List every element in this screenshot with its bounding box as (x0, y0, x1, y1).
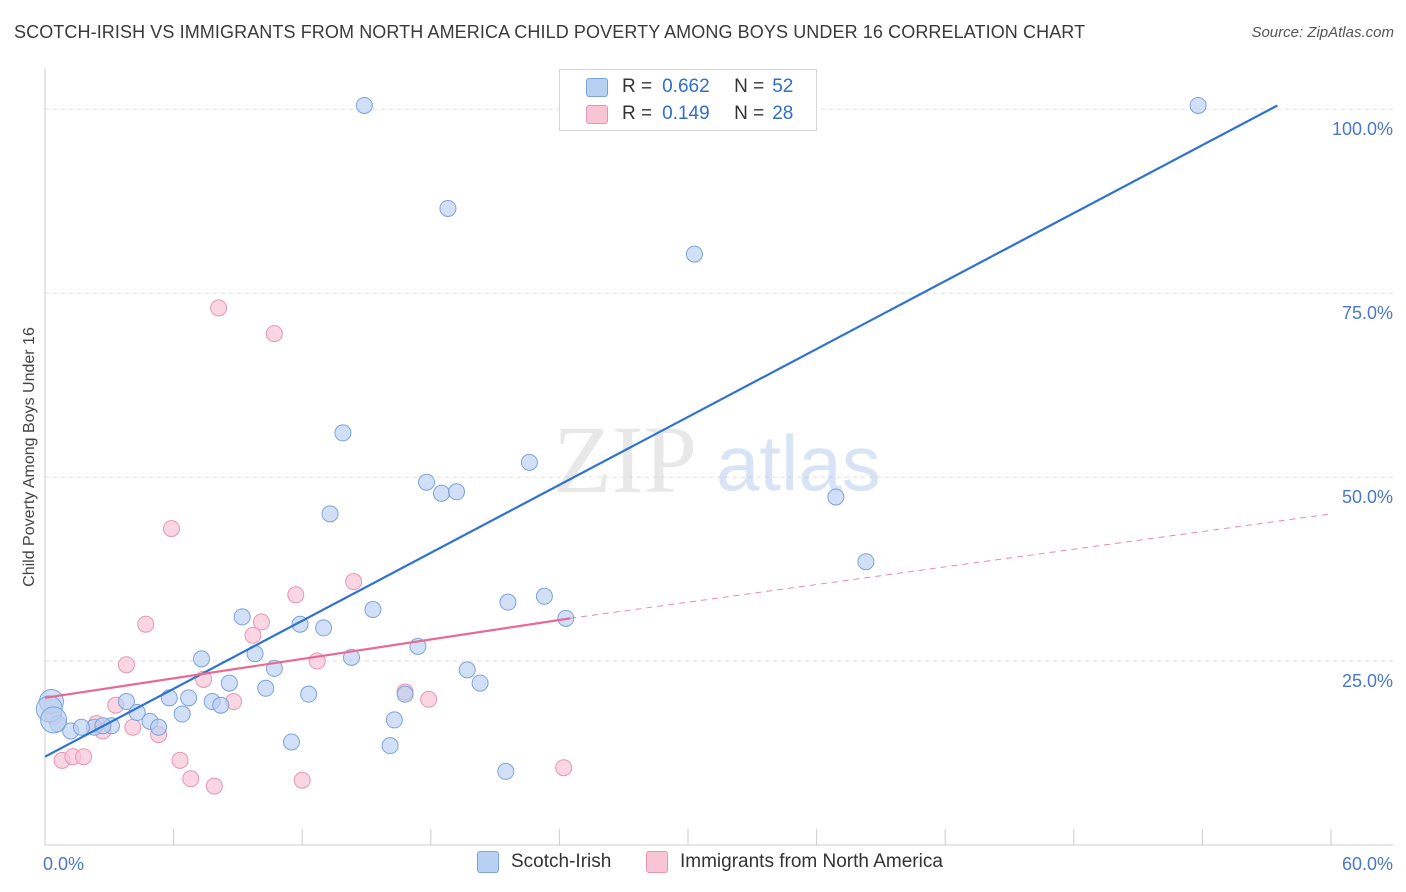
watermark: ZIP atlas (553, 406, 881, 513)
scotch-irish-point (857, 553, 875, 571)
immigrants-point (265, 325, 283, 343)
scotch-irish-point (685, 245, 703, 263)
watermark-zip: ZIP (553, 406, 697, 513)
scotch-irish-point (385, 711, 403, 729)
immigrants-point (117, 656, 135, 674)
legend-r-label: R = (622, 103, 653, 124)
legend-swatch-pink (646, 851, 668, 873)
immigrants-point (287, 586, 305, 604)
immigrants-point (162, 520, 180, 538)
y-tick-label: 100.0% (1332, 119, 1393, 139)
legend-swatch-blue (586, 77, 608, 97)
scotch-irish-point (433, 484, 451, 502)
scotch-irish-point (497, 762, 515, 780)
scotch-irish-point (520, 453, 538, 471)
scotch-irish-point (192, 650, 210, 668)
immigrants-point (293, 771, 311, 789)
y-tick-label: 25.0% (1342, 671, 1393, 691)
series-immigrants-points (45, 299, 573, 795)
scotch-irish-point (300, 685, 318, 703)
immigrants-point (182, 770, 200, 788)
legend-r-value: 0.149 (662, 103, 710, 124)
watermark-atlas: atlas (716, 419, 881, 507)
scotch-irish-trend-line (44, 104, 1278, 758)
scotch-irish-point (212, 696, 230, 714)
scotch-irish-point (220, 674, 238, 692)
legend-swatch-pink (586, 104, 608, 124)
immigrants-point (75, 748, 93, 766)
chart-title: SCOTCH-IRISH VS IMMIGRANTS FROM NORTH AM… (14, 22, 1086, 42)
immigrants-point (137, 615, 155, 633)
scotch-irish-point (499, 593, 517, 611)
scotch-irish-point (396, 685, 414, 703)
immigrants-point (244, 626, 262, 644)
y-tick-label: 50.0% (1342, 487, 1393, 507)
scotch-irish-point (315, 619, 333, 637)
legend-label: Immigrants from North America (680, 851, 943, 872)
immigrants-point (171, 751, 189, 769)
legend-n-value: 52 (772, 76, 794, 97)
immigrants-point (210, 299, 228, 317)
y-axis-label: Child Poverty Among Boys Under 16 (21, 327, 38, 587)
legend-label: Scotch-Irish (511, 851, 612, 872)
regression-lines (44, 104, 1332, 758)
scotch-irish-point (40, 706, 68, 734)
immigrants-point (420, 690, 438, 708)
legend-n-label: N = (734, 76, 765, 97)
legend-swatch-blue (477, 851, 499, 873)
immigrants-point (555, 759, 573, 777)
scotch-irish-point (448, 483, 466, 501)
legend-r-label: R = (622, 76, 653, 97)
scotch-irish-point (257, 679, 275, 697)
scotch-irish-point (282, 733, 300, 751)
immigrants-trend-extension (570, 513, 1332, 619)
immigrants-trend-line (44, 617, 571, 699)
scotch-irish-point (117, 693, 135, 711)
y-tick-labels: 25.0% 50.0% 75.0% 100.0% (1332, 119, 1393, 691)
immigrants-point (205, 777, 223, 795)
legend-n-value: 28 (772, 103, 794, 124)
grid-lines (45, 108, 1393, 662)
scotch-irish-point (418, 473, 436, 491)
legend-row-scotch-irish: R = 0.662 N = 52 (560, 74, 793, 100)
scotch-irish-point (355, 96, 373, 114)
scotch-irish-point (334, 424, 352, 442)
immigrants-point (252, 613, 270, 631)
legend-item-immigrants[interactable]: Immigrants from North America (646, 851, 943, 873)
scotch-irish-point (458, 661, 476, 679)
immigrants-point (345, 573, 363, 591)
scotch-irish-point (439, 199, 457, 217)
series-legend: Scotch-Irish Immigrants from North Ameri… (0, 851, 1406, 877)
correlation-legend: R = 0.662 N = 52 R = 0.149 N = 28 (559, 69, 817, 131)
scotch-irish-point (535, 587, 553, 605)
scotch-irish-point (1189, 96, 1207, 114)
scotch-irish-point (180, 689, 198, 707)
scotch-irish-point (827, 488, 845, 506)
legend-item-scotch-irish[interactable]: Scotch-Irish (477, 851, 611, 873)
scotch-irish-point (321, 505, 339, 523)
scotch-irish-point (72, 718, 90, 736)
series-scotch-irish-points (35, 96, 1207, 780)
scotch-irish-point (173, 705, 191, 723)
scotch-irish-point (150, 718, 168, 736)
scotch-irish-point (233, 608, 251, 626)
x-tick-label-max: 60.0% (1342, 854, 1393, 874)
legend-r-value: 0.662 (662, 76, 710, 97)
x-tick-label-min: 0.0% (43, 854, 84, 874)
scotch-irish-point (381, 737, 399, 755)
y-tick-label: 75.0% (1342, 303, 1393, 323)
immigrants-point (124, 718, 142, 736)
scotch-irish-point (342, 648, 360, 666)
source-label: Source: ZipAtlas.com (1251, 24, 1394, 41)
scotch-irish-point (471, 674, 489, 692)
legend-row-immigrants: R = 0.149 N = 28 (560, 101, 793, 127)
legend-n-label: N = (734, 103, 765, 124)
scotch-irish-point (364, 601, 382, 619)
